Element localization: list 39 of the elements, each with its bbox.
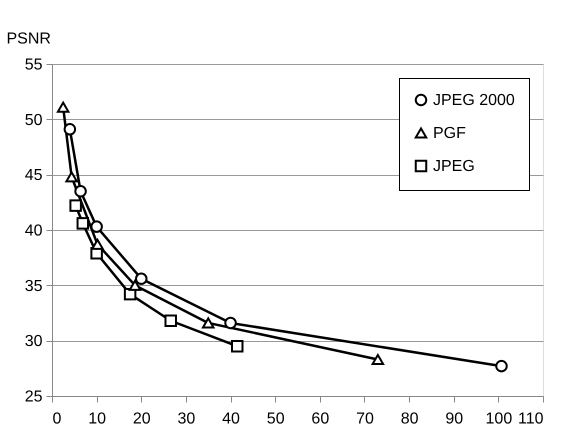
x-tick-label: 90 [445,410,464,428]
point [224,316,237,330]
x-tick-label: 20 [132,410,151,428]
y-tick-label: 40 [24,222,43,240]
x-tick-label: 110 [518,410,544,428]
y-tick-label: 50 [24,112,43,129]
point [76,217,90,230]
point [65,171,78,182]
x-tick-label: 0 [52,410,62,428]
x-tick-label: 70 [356,410,374,428]
point [64,123,76,136]
point [164,314,177,327]
legend-label: JPEG 2000 [433,92,515,109]
point [230,340,244,352]
x-tick-label: 60 [311,410,330,428]
x-tick-label: 100 [486,410,512,428]
point [69,199,82,212]
x-tick-label: 40 [222,410,240,428]
x-tick-label: 80 [400,410,419,428]
point [202,317,214,328]
point [495,360,508,372]
y-axis-title: PSNR [6,30,51,48]
x-tick-label: 50 [266,410,285,428]
x-tick-label: 10 [88,410,106,428]
legend-label: PGF [433,125,466,142]
point [372,354,384,366]
y-tick-label: 35 [24,278,43,295]
x-tick-label: 30 [178,410,196,428]
point [91,238,104,250]
point [74,185,87,198]
y-tick-label: 25 [24,388,43,406]
point [128,280,142,291]
point [90,220,103,233]
y-tick-label: 45 [24,167,43,184]
legend-label: JPEG [433,158,475,175]
point [56,102,70,113]
y-tick-label: 55 [24,56,43,74]
point [135,272,148,285]
y-tick-label: 30 [24,333,43,350]
